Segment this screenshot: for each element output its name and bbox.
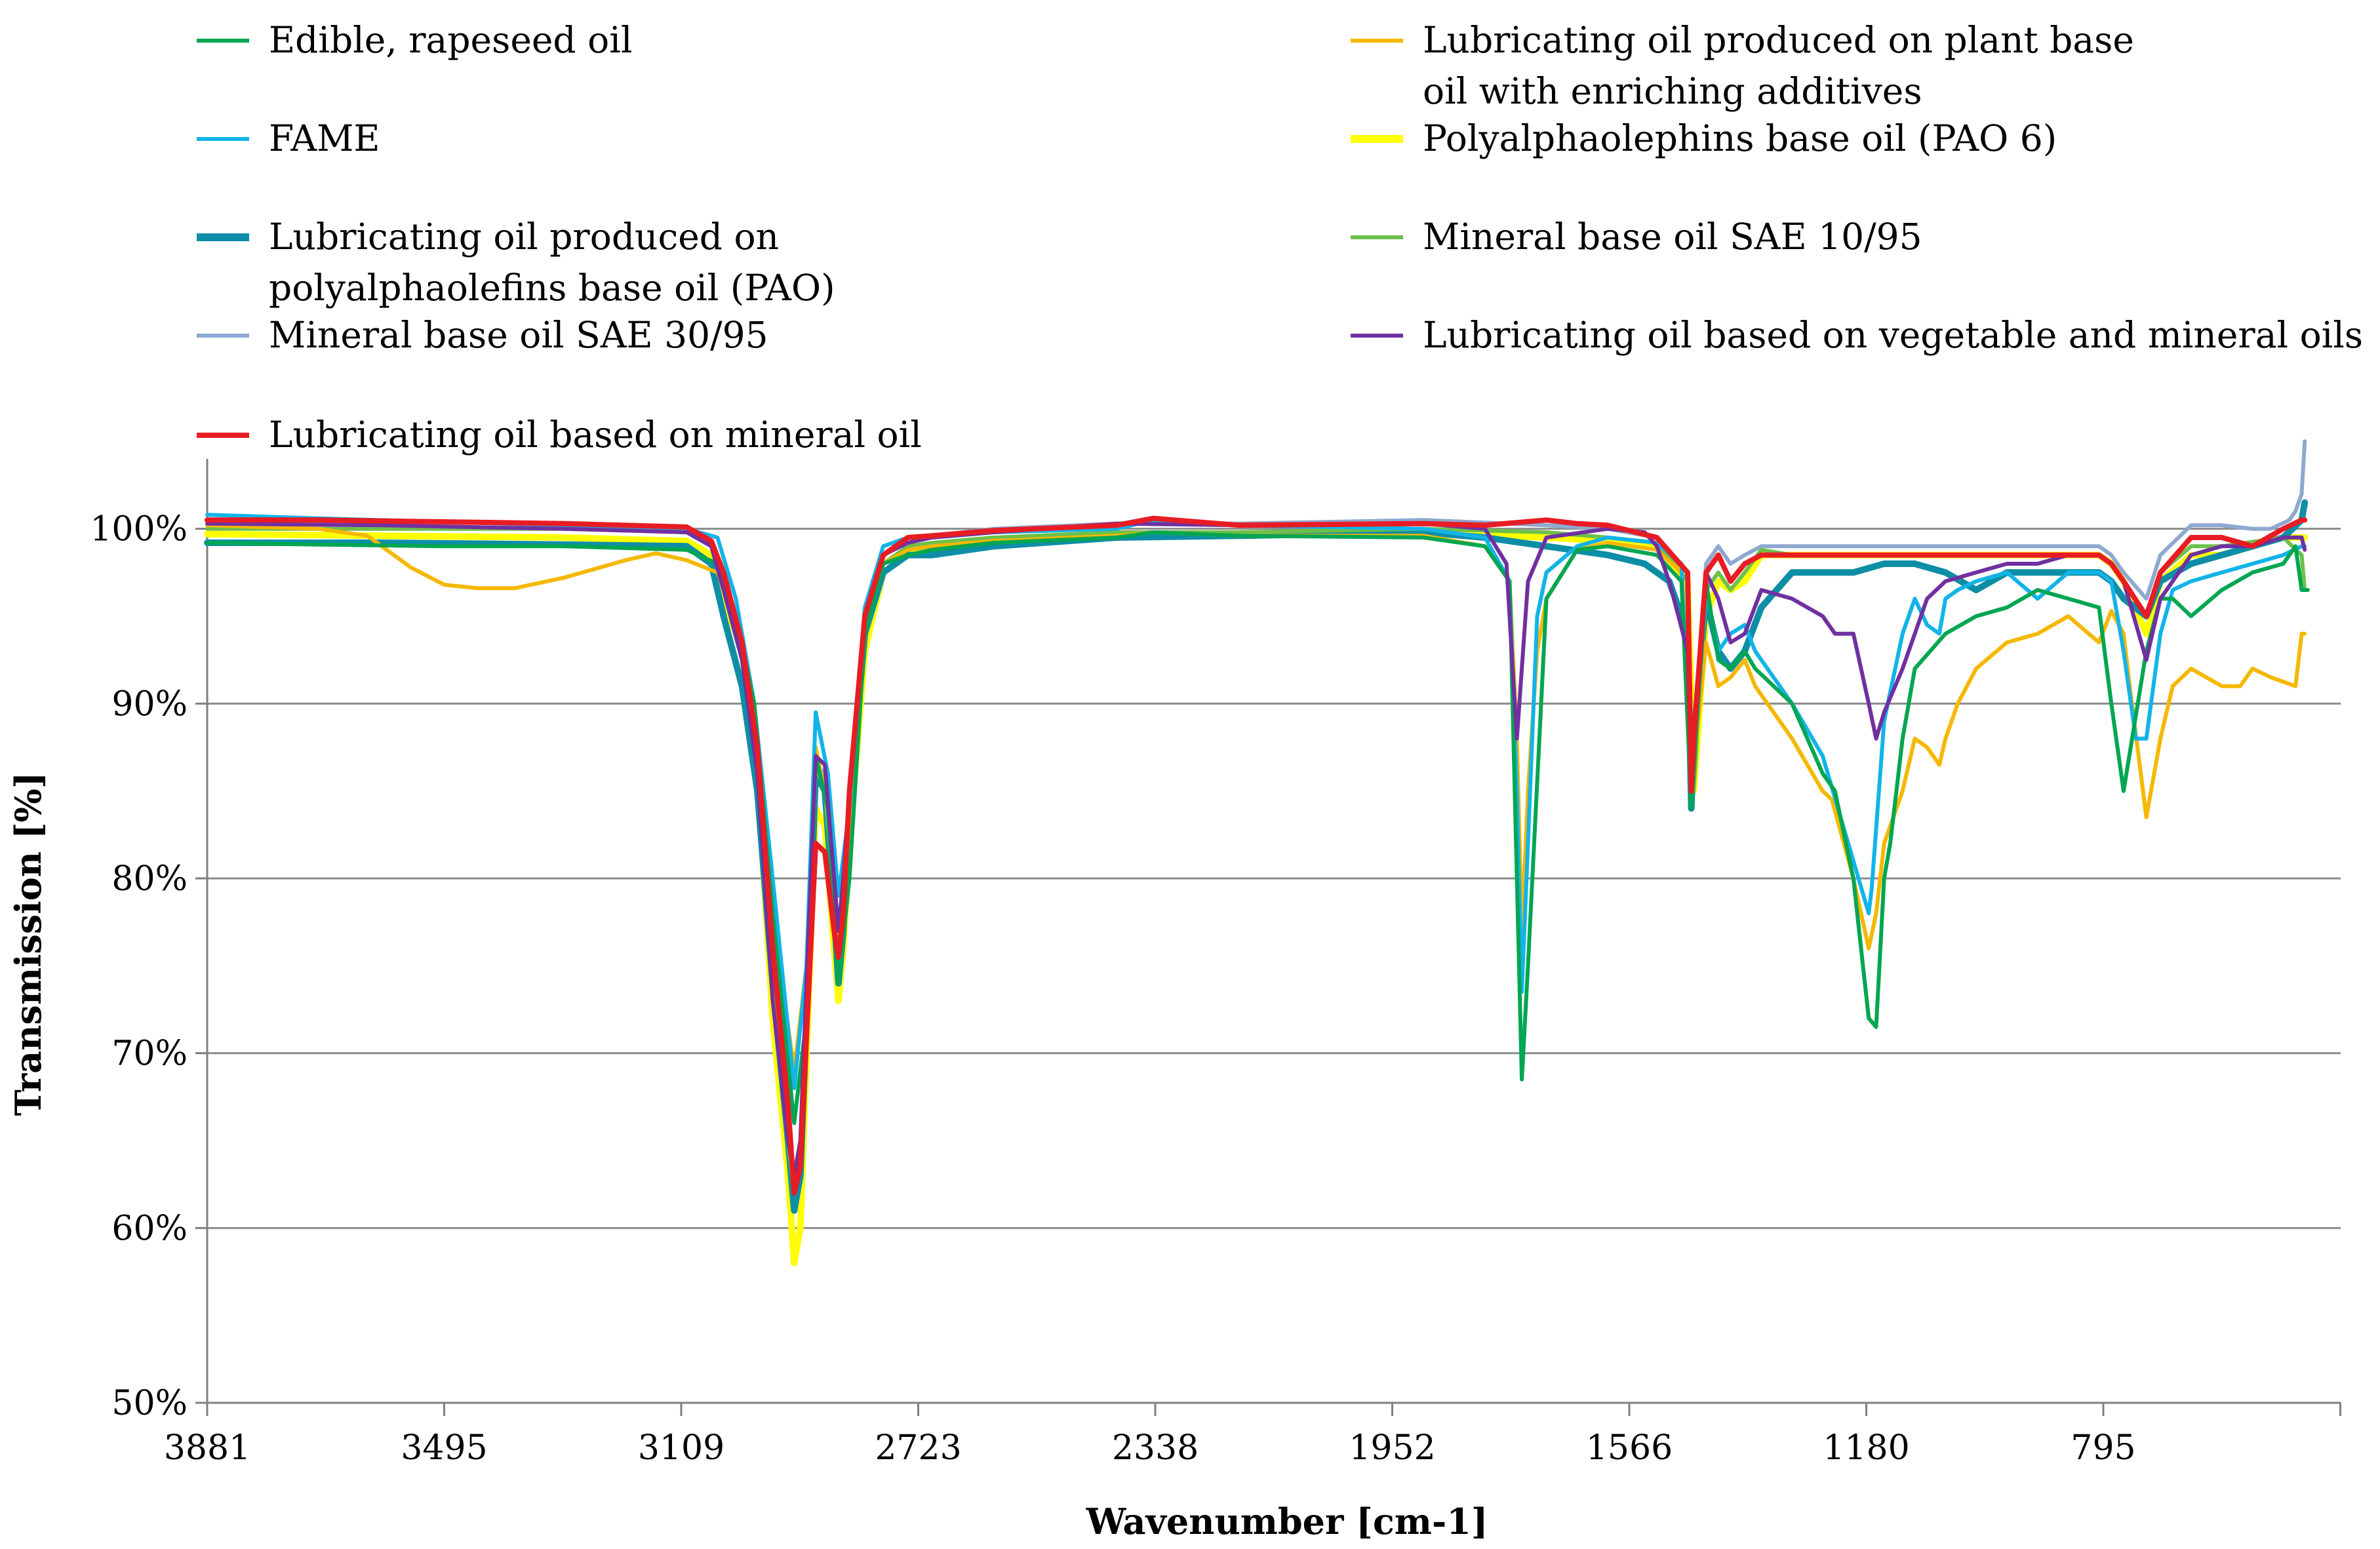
x-tick-label: 2723 [875,1428,961,1468]
legend-label: Polyalphaolephins base oil (PAO 6) [1423,117,2057,159]
x-axis-title: Wavenumber [cm-1] [1086,1500,1488,1542]
legend-label: Lubricating oil based on vegetable and m… [1423,314,2363,356]
series-lines [204,439,2310,1266]
x-tick-label: 1180 [1823,1428,1909,1468]
y-tick-label: 80% [111,859,188,899]
gridlines [207,528,2341,1229]
legend-item: FAME [197,117,380,159]
series-line-4 [204,529,2309,1266]
series-line-9 [205,515,2308,1196]
legend-item: Edible, rapeseed oil [197,19,632,61]
legend-label: FAME [269,117,380,159]
x-tick-label: 795 [2071,1428,2135,1468]
x-tick-label: 2338 [1112,1428,1199,1468]
y-tick-label: 90% [111,684,188,724]
series-line-2 [205,523,2307,1073]
axes: 50% 60% 70% 80% 90% 100% 3881 3495 3109 2723 2338 1… [7,459,2341,1542]
legend-item: Mineral base oil SAE 10/95 [1351,216,1922,258]
y-tick-label: 70% [111,1034,188,1074]
y-tick-label: 100% [90,510,188,549]
legend-label: Mineral base oil SAE 10/95 [1423,216,1922,258]
x-tick-label: 3495 [401,1428,487,1468]
x-tick-label: 3881 [164,1428,250,1468]
series-line-1 [205,530,2310,1126]
legend-item: Lubricating oil produced on polyalphaolef… [197,216,835,309]
legend-label: Edible, rapeseed oil [269,19,632,61]
legend-item: Polyalphaolephins base oil (PAO 6) [1351,117,2057,159]
y-tick-label: 60% [111,1209,188,1248]
legend-item: Mineral base oil SAE 30/95 [197,314,768,356]
legend-label: Lubricating oil based on mineral oil [269,414,922,456]
series-line-8 [205,521,2307,1178]
x-tick-label: 3109 [638,1428,724,1468]
legend-item: Lubricating oil based on mineral oil [197,414,922,456]
legend-item: Lubricating oil based on vegetable and m… [1351,314,2363,356]
legend-label: Lubricating oil produced on polyalphaolef… [269,216,835,309]
series-line-5 [204,499,2309,1214]
legend-label: Lubricating oil produced on plant base oi… [1423,19,2134,112]
series-line-6 [205,526,2307,1195]
series-line-3 [205,513,2307,1090]
y-tick-label: 50% [111,1384,188,1423]
x-tick-label: 1952 [1349,1428,1435,1468]
legend: Edible, rapeseed oil Lubricating oil prod… [197,19,2363,456]
legend-item: Lubricating oil produced on plant base oi… [1351,19,2134,112]
x-tick-label: 1566 [1586,1428,1673,1468]
legend-label: Mineral base oil SAE 30/95 [269,314,768,356]
y-axis-title: Transmission [%] [7,772,49,1116]
